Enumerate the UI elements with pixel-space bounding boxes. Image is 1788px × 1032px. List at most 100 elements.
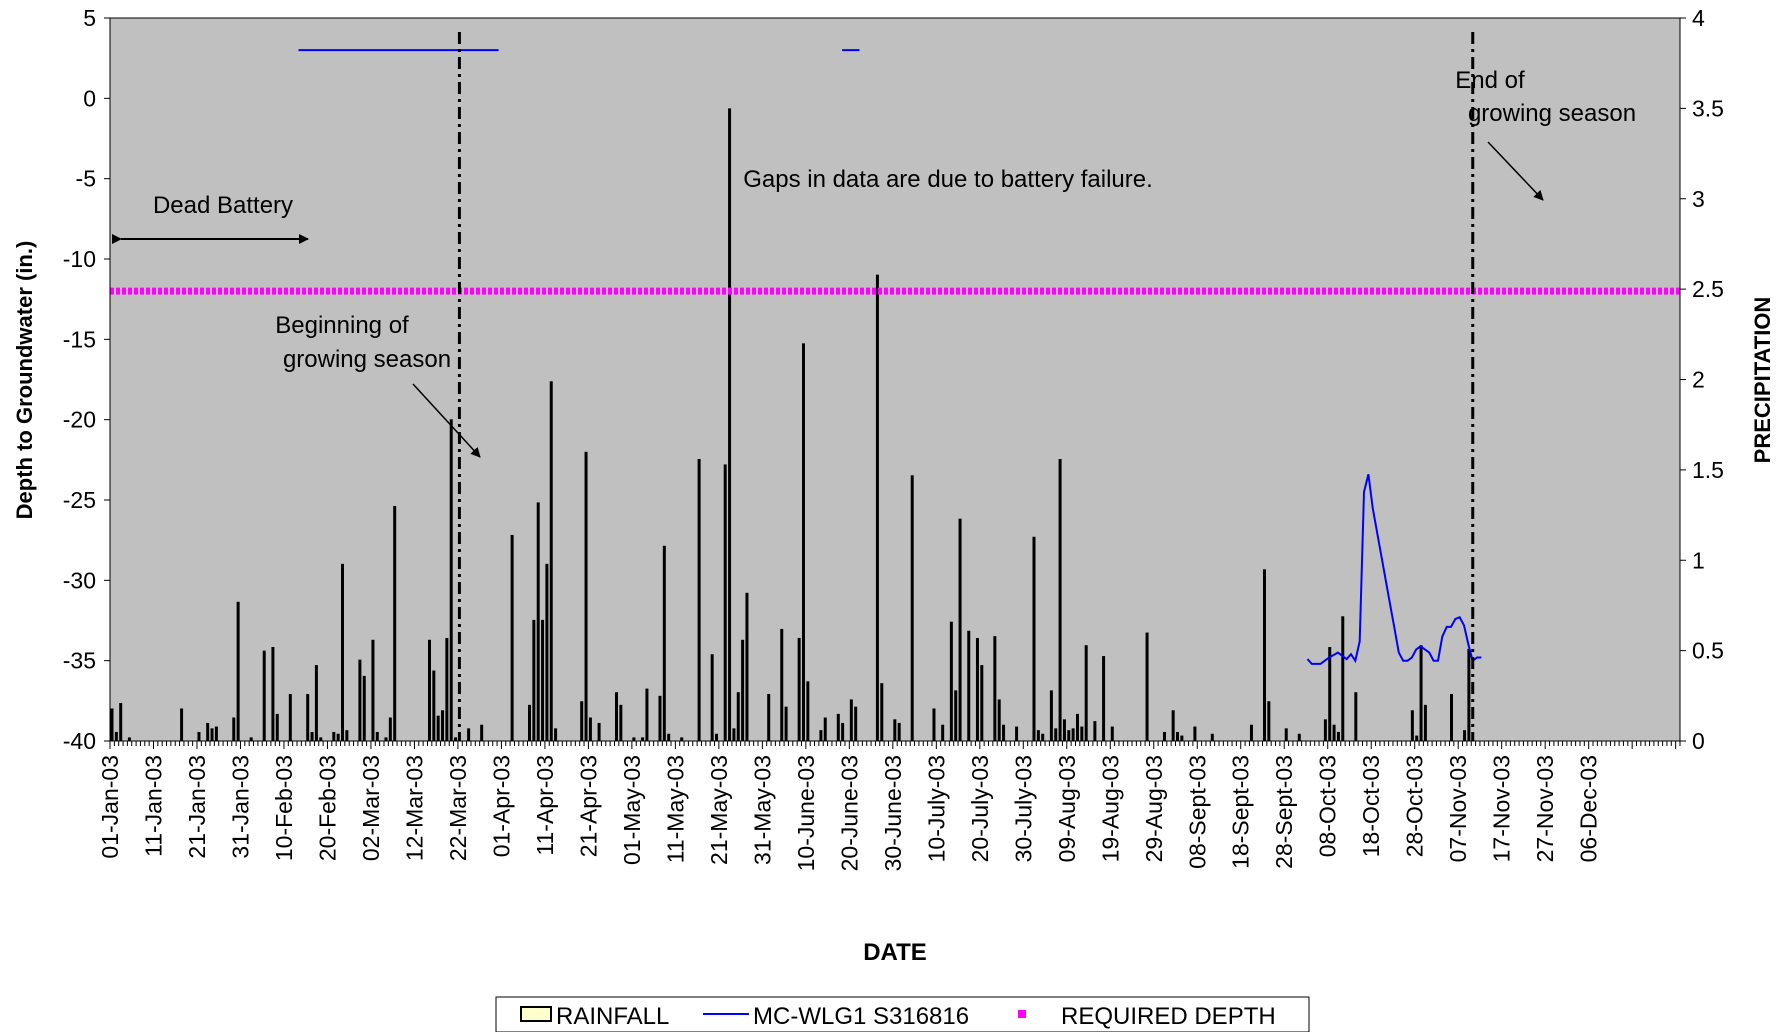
rainfall-bar [897,722,901,741]
rainfall-bar [715,733,719,741]
y-right-tick-label: 0 [1692,728,1705,754]
x-tick-label: 20-July-03 [967,755,993,862]
legend-box [495,996,1310,1032]
rainfall-bar [554,728,558,741]
rainfall-bar [993,636,997,741]
plot-area [109,17,1681,742]
x-tick-label: 11-Apr-03 [532,755,558,856]
x-tick-label: 01-Apr-03 [488,755,514,857]
rainfall-bar [662,545,666,741]
rainfall-bar [1032,536,1036,741]
rainfall-bar [114,731,118,741]
rainfall-bar [541,619,545,741]
x-tick-label: 28-Oct-03 [1402,755,1428,857]
legend: RAINFALL MC-WLG1 S316816 REQUIRED DEPTH [495,996,1310,1032]
rainfall-bar [1176,731,1180,741]
rainfall-bar [441,710,445,741]
rainfall-bar [345,730,349,741]
rainfall-bar [619,704,623,741]
rainfall-bar [549,381,553,741]
gaps-note: Gaps in data are due to battery failure. [743,166,1153,193]
rainfall-bar [967,630,971,741]
x-tick-label: 18-Sept-03 [1228,755,1254,869]
rainfall-bar [358,659,362,741]
x-tick-label: 19-Aug-03 [1097,755,1123,862]
annotations: Dead Battery Gaps in data are due to bat… [112,67,1636,458]
rainfall-bar [958,518,962,741]
rainfall-bar [614,692,618,741]
rainfall-bar [1054,728,1058,741]
rainfall-bar [823,717,827,741]
y-left-tick-label: 0 [83,85,96,111]
rainfall-bar [797,637,801,741]
x-tick-label: 11-May-03 [662,755,688,863]
rainfall-bar [1036,730,1040,741]
rainfall-bar [436,715,440,741]
rainfall-bar [1450,694,1454,741]
rainfall-bar [332,731,336,741]
rainfall-bar [801,343,805,741]
x-tick-label: 06-Dec-03 [1576,755,1602,862]
rainfall-bar [1171,710,1175,741]
x-tick-label: 31-Jan-03 [228,755,254,859]
rainfall-bar [910,475,914,741]
legend-required-depth-swatch [1018,1010,1026,1018]
rainfall-bar [1332,724,1336,741]
x-tick-label: 21-Apr-03 [575,755,601,857]
rainfall-bar [932,708,936,741]
rainfall-bar [127,737,131,741]
rainfall-bar [745,592,749,741]
rainfall-bar [375,731,379,741]
rainfall-bar [580,701,584,741]
rainfall-bar [728,108,732,741]
rainfall-bar [893,719,897,741]
rainfall-bar [236,601,240,741]
rainfall-bar [836,713,840,741]
rainfall-bar [384,737,388,741]
rainfall-bar [1328,647,1332,741]
rainfall-bar [949,621,953,741]
y-right-tick-label: 2 [1692,367,1705,393]
rainfall-bar [784,706,788,741]
y-right-tick-label: 1 [1692,547,1705,573]
rainfall-bar [467,728,471,741]
rainfall-bar [545,563,549,741]
rainfall-bar [480,724,484,741]
rainfall-bar [1354,692,1358,741]
begin-season-label-line1: Beginning of [275,312,409,339]
rainfall-bar [841,722,845,741]
rainfall-bar [449,419,453,741]
x-tick-label: 10-Feb-03 [271,755,297,861]
x-tick-label: 09-Aug-03 [1054,755,1080,862]
rainfall-bar [658,695,662,741]
rainfall-bar [736,692,740,741]
x-tick-label: 18-Oct-03 [1358,755,1384,857]
rainfall-bar [275,713,279,741]
rainfall-bar [732,728,736,741]
rainfall-bar [632,737,636,741]
y-right-tick-label: 4 [1692,5,1705,31]
rainfall-bar [1210,733,1214,741]
rainfall-bar [819,730,823,741]
rainfall-bar [1062,719,1066,741]
y-left-tick-label: -10 [63,246,96,272]
legend-rainfall-swatch [520,1006,552,1022]
x-tick-label: 17-Nov-03 [1489,755,1515,862]
rainfall-bar [588,717,592,741]
growing-season-markers [457,32,1475,741]
x-tick-label: 10-July-03 [923,755,949,862]
begin-season-arrow [412,383,481,458]
y-right-tick-label: 0.5 [1692,638,1724,664]
rainfall-bar [723,464,727,741]
y-right-tick-label: 1.5 [1692,457,1724,483]
rainfall-bar [645,688,649,741]
begin-season-label-line2: growing season [283,346,451,373]
rainfall-bar [1015,726,1019,741]
x-tick-label: 21-Jan-03 [184,755,210,859]
rainfall-bar [641,737,645,741]
y-left-tick-label: -25 [63,487,96,513]
rainfall-bar [445,637,449,741]
rainfall-bar [597,722,601,741]
x-tick-label: 07-Nov-03 [1445,755,1471,862]
x-tick-label: 27-Nov-03 [1532,755,1558,862]
